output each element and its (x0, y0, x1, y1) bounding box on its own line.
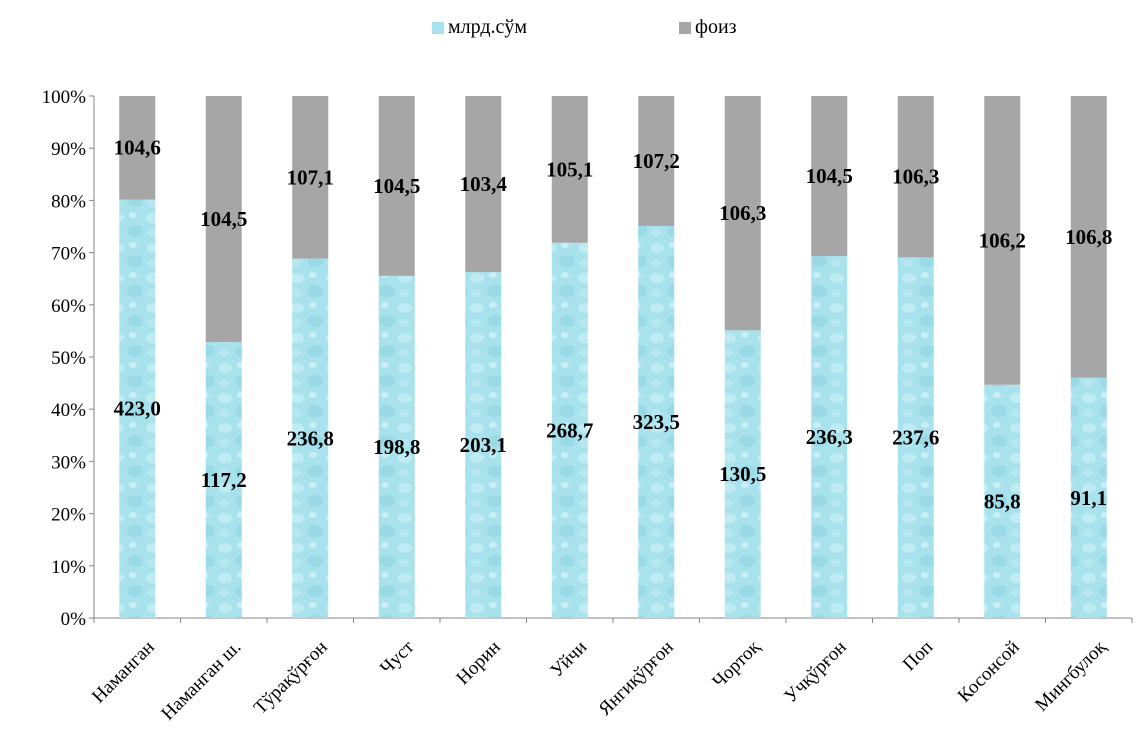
data-label-series-2: 107,2 (633, 149, 680, 173)
data-label-series-1: 236,3 (806, 425, 853, 449)
bar-segment-series-2 (119, 96, 156, 200)
bar-segment-series-1 (897, 257, 934, 618)
bar-segment-series-2 (638, 96, 675, 226)
data-label-series-2: 104,5 (806, 164, 853, 188)
x-category-label: Янгиқўрғон (595, 637, 678, 720)
bar-segment-series-1 (984, 384, 1021, 618)
data-label-series-2: 107,1 (287, 165, 334, 189)
data-label-series-2: 104,5 (373, 174, 420, 198)
bar-segment-series-2 (724, 96, 761, 331)
legend-label-series-1: млрд.сўм (448, 16, 528, 38)
bars (119, 96, 1107, 619)
bar-segment-series-2 (1070, 96, 1107, 378)
data-label-series-1: 91,1 (1070, 486, 1107, 510)
bar-segment-series-2 (378, 96, 415, 276)
data-label-series-1: 268,7 (546, 418, 593, 442)
data-label-series-1: 237,6 (892, 426, 939, 450)
y-tick-label: 10% (51, 557, 86, 578)
x-category-label: Чуст (376, 636, 419, 679)
bar-segment-series-1 (119, 199, 156, 619)
data-label-series-1: 236,8 (287, 426, 334, 450)
data-label-series-2: 104,6 (114, 136, 161, 160)
bar-segment-series-2 (897, 96, 934, 258)
bar-segment-series-2 (551, 96, 588, 243)
x-category-label: Учқўрғон (780, 637, 851, 708)
bar-segment-series-1 (1070, 377, 1107, 618)
bar-segment-series-2 (984, 96, 1021, 385)
y-tick-label: 40% (51, 400, 86, 421)
data-label-series-2: 106,8 (1065, 225, 1112, 249)
data-label-series-1: 117,2 (201, 468, 247, 492)
bar-segment-series-1 (551, 242, 588, 618)
legend-label-series-2: фоиз (695, 16, 737, 38)
data-label-series-2: 105,1 (546, 157, 593, 181)
bar-segment-series-2 (465, 96, 502, 273)
bar-segment-series-1 (378, 275, 415, 618)
bar-segment-series-1 (811, 256, 848, 618)
data-label-series-1: 203,1 (460, 433, 507, 457)
data-label-series-1: 323,5 (633, 410, 680, 434)
data-label-series-1: 423,0 (114, 397, 161, 421)
data-label-series-1: 198,8 (373, 435, 420, 459)
x-category-label: Чортоқ (709, 636, 765, 692)
y-tick-label: 50% (51, 348, 86, 369)
bar-segment-series-1 (724, 330, 761, 618)
x-category-label: Наманган (88, 637, 159, 708)
x-category-label: Мингбулоқ (1031, 636, 1111, 716)
bar-segment-series-1 (465, 272, 502, 618)
legend: млрд.сўм фоиз (0, 16, 1142, 46)
y-tick-label: 90% (51, 139, 86, 160)
y-tick-label: 0% (61, 609, 87, 630)
legend-swatch-series-2 (679, 21, 691, 34)
bar-segment-series-2 (292, 96, 329, 259)
data-label-series-2: 104,5 (200, 207, 247, 231)
y-tick-label: 70% (51, 244, 86, 265)
data-label-series-1: 130,5 (719, 462, 766, 486)
bar-segment-series-2 (811, 96, 848, 257)
x-category-label: Поп (899, 637, 937, 675)
y-tick-label: 30% (51, 452, 86, 473)
legend-item-series-2: фоиз (679, 16, 737, 39)
data-label-series-2: 106,2 (979, 228, 1026, 252)
data-label-series-2: 103,4 (460, 172, 508, 196)
x-category-label: Наманган ш. (157, 637, 245, 725)
y-tick-label: 60% (51, 296, 86, 317)
data-label-series-2: 106,3 (719, 201, 766, 225)
bar-segment-series-2 (205, 96, 242, 343)
data-labels: 423,0 104,6 117,2 104,5 236,8 107,1 198,8 104,5… (114, 136, 1113, 514)
legend-swatch-series-1 (432, 21, 444, 34)
bar-segment-series-1 (292, 258, 329, 618)
bar-segment-series-1 (205, 342, 242, 618)
data-label-series-1: 85,8 (984, 489, 1021, 513)
data-label-series-2: 106,3 (892, 165, 939, 189)
x-category-label: Норин (452, 637, 504, 689)
y-tick-label: 100% (42, 87, 87, 108)
bar-segment-series-1 (638, 225, 675, 618)
x-category-label: Тўрақўрғон (250, 637, 332, 719)
y-tick-label: 80% (51, 191, 86, 212)
x-category-label: Уйчи (546, 637, 591, 682)
y-tick-label: 20% (51, 505, 86, 526)
legend-item-series-1: млрд.сўм (432, 16, 527, 39)
x-category-label: Косонсой (954, 637, 1024, 707)
